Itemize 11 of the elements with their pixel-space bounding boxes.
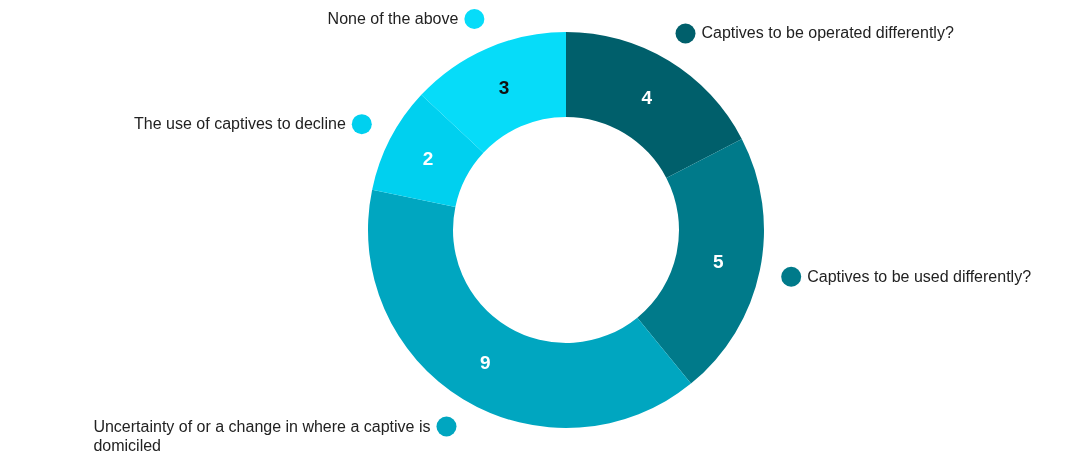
data-label: 4 [641, 86, 653, 108]
slice-label: Captives to be used differently? [807, 267, 1032, 285]
donut-slice [637, 138, 764, 384]
slice-label: Captives to be operated differently? [701, 24, 954, 42]
data-label: 3 [498, 76, 510, 98]
data-label: 9 [479, 352, 491, 374]
legend-label: Uncertainty of or a change in where a captive is domiciled [93, 417, 431, 453]
data-label: 2 [422, 147, 434, 169]
data-label: 5 [712, 251, 724, 273]
legend-label: None of the above [327, 10, 459, 28]
legend-label: The use of captives to decline [134, 115, 346, 133]
